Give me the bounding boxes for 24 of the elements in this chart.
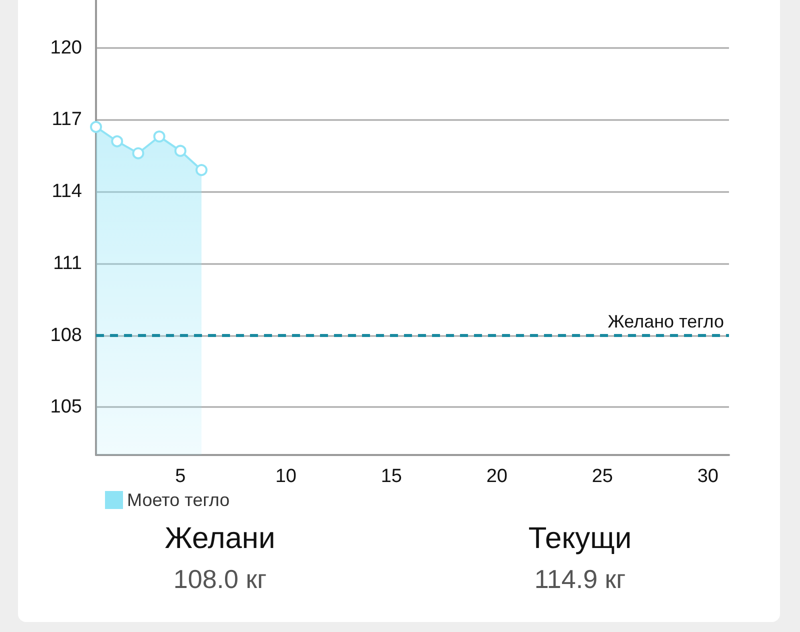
- y-tick-label: 111: [53, 252, 82, 274]
- point: [90, 120, 102, 133]
- x-tick-label: 15: [380, 466, 402, 487]
- x-tick-label: 30: [697, 466, 718, 487]
- point: [111, 135, 124, 148]
- y-tick-label: 117: [52, 109, 82, 130]
- point: [174, 144, 186, 157]
- ref-line-label: Желано тегло: [608, 311, 724, 332]
- y-tick-label: 105: [50, 396, 82, 418]
- text: 108.0 кг: [172, 564, 268, 595]
- x-tick-label: 5: [175, 466, 186, 487]
- x-tick-label: 25: [592, 466, 613, 487]
- point: [132, 147, 144, 160]
- y-tick-label: 120: [50, 37, 82, 58]
- x-tick-label: 10: [275, 466, 296, 487]
- x-tick-label: 20: [486, 466, 508, 487]
- point: [153, 130, 166, 142]
- y-tick-label: 108: [50, 324, 82, 346]
- text: Текущи: [527, 522, 633, 556]
- y-tick-label: 114: [52, 181, 82, 202]
- legend-label: Моето тегло: [127, 490, 230, 510]
- text: 114.9 кг: [533, 564, 627, 595]
- point: [196, 164, 208, 176]
- text: Желани: [164, 522, 276, 556]
